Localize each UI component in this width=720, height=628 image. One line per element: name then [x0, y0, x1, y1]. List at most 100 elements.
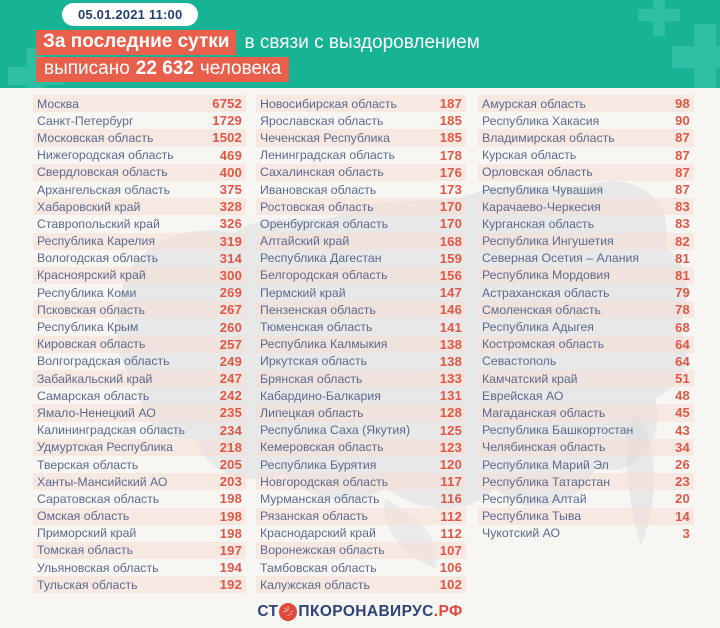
line2-prefix: выписано: [44, 58, 130, 79]
region-row: Московская область 1502: [33, 129, 246, 147]
region-row: Чукотский АО 3: [478, 525, 694, 542]
region-row: Вологодская область 314: [33, 250, 246, 267]
region-row: Краснодарский край 112: [256, 525, 466, 542]
region-row: Ленинградская область 178: [256, 147, 466, 164]
region-name: Забайкальский край: [37, 371, 153, 386]
region-name: Белгородская область: [260, 268, 388, 283]
region-value: 43: [675, 422, 690, 438]
region-value: 159: [439, 250, 462, 266]
region-row: Приморский край 198: [33, 525, 246, 542]
region-value: 45: [675, 405, 690, 421]
region-value: 187: [439, 96, 462, 112]
region-row: Красноярский край 300: [33, 266, 246, 285]
region-value: 138: [439, 336, 462, 352]
region-name: Ленинградская область: [260, 148, 395, 163]
region-value: 78: [675, 302, 690, 318]
region-value: 81: [675, 267, 690, 283]
plus-icon: [638, 0, 680, 36]
region-value: 138: [439, 353, 462, 369]
region-row: Нижегородская область 469: [33, 147, 246, 164]
region-name: Московская область: [37, 130, 154, 145]
line2-suffix: человека: [199, 58, 282, 79]
headline-highlight: За последние сутки: [36, 30, 237, 55]
region-row: Еврейская АО 48: [478, 387, 694, 404]
region-name: Тамбовская область: [260, 560, 377, 575]
region-name: Республика Карелия: [37, 234, 156, 249]
region-name: Новосибирская область: [260, 96, 397, 111]
regions-list-area: Москва 6752 Санкт-Петербург 1729 Московская …: [0, 88, 720, 628]
stopcoronavirus-logo: СТ ✳ ПКОРОНАВИРУС .РФ: [257, 603, 462, 621]
region-value: 249: [219, 353, 242, 369]
region-value: 26: [675, 457, 690, 473]
region-value: 64: [675, 353, 690, 369]
region-row: Курганская область 83: [478, 215, 694, 232]
headline-line2: выписано 22 632 человека: [36, 57, 290, 82]
region-row: Республика Бурятия 120: [256, 456, 466, 473]
region-value: 326: [219, 216, 242, 232]
region-name: Иркутская область: [260, 354, 368, 369]
region-value: 48: [675, 388, 690, 404]
region-name: Хабаровский край: [37, 199, 141, 214]
logo-prefix: СТ: [257, 603, 279, 620]
region-value: 375: [219, 182, 242, 198]
region-name: Кабардино-Балкария: [260, 388, 381, 403]
region-row: Республика Хакасия 90: [478, 112, 694, 129]
region-name: Республика Татарстан: [482, 474, 611, 489]
region-value: 87: [675, 182, 690, 198]
region-row: Ивановская область 173: [256, 181, 466, 198]
region-name: Владимирская область: [482, 130, 615, 145]
region-row: Чеченская Республика 185: [256, 129, 466, 147]
region-row: Архангельская область 375: [33, 181, 246, 198]
region-row: Санкт-Петербург 1729: [33, 112, 246, 129]
region-value: 1502: [212, 130, 242, 146]
region-row: Ульяновская область 194: [33, 559, 246, 576]
region-name: Смоленская область: [482, 302, 601, 317]
region-row: Ставропольский край 326: [33, 215, 246, 232]
region-row: Республика Карелия 319: [33, 232, 246, 250]
region-row: Республика Тыва 14: [478, 507, 694, 525]
region-value: 6752: [212, 96, 242, 112]
region-name: Ульяновская область: [37, 560, 159, 575]
region-row: Омская область 198: [33, 507, 246, 525]
region-name: Камчатский край: [482, 371, 578, 386]
virus-no-icon: ✳: [279, 603, 298, 621]
region-name: Еврейская АО: [482, 388, 564, 403]
region-name: Волгоградская область: [37, 354, 170, 369]
region-row: Республика Марий Эл 26: [478, 456, 694, 473]
region-row: Хабаровский край 328: [33, 198, 246, 216]
region-name: Брянская область: [260, 371, 363, 386]
region-value: 102: [439, 577, 462, 593]
region-name: Республика Дагестан: [260, 251, 382, 266]
region-row: Челябинская область 34: [478, 438, 694, 456]
region-value: 328: [219, 199, 242, 215]
region-value: 218: [219, 439, 242, 455]
region-name: Ставропольский край: [37, 216, 160, 231]
region-value: 68: [675, 319, 690, 335]
region-value: 260: [219, 319, 242, 335]
region-value: 87: [675, 164, 690, 180]
region-row: Тюменская область 141: [256, 318, 466, 335]
region-name: Ростовская область: [260, 199, 374, 214]
region-row: Новосибирская область 187: [256, 95, 466, 113]
region-name: Северная Осетия – Алания: [482, 251, 640, 266]
region-value: 197: [219, 542, 242, 558]
region-row: Кабардино-Балкария 131: [256, 387, 466, 404]
region-value: 146: [439, 302, 462, 318]
region-value: 176: [439, 164, 462, 180]
region-value: 185: [439, 130, 462, 146]
region-row: Камчатский край 51: [478, 370, 694, 388]
region-row: Севастополь 64: [478, 353, 694, 370]
region-name: Кемеровская область: [260, 440, 384, 455]
region-value: 83: [675, 199, 690, 215]
region-row: Тверская область 205: [33, 456, 246, 473]
region-value: 168: [439, 233, 462, 249]
region-name: Магаданская область: [482, 405, 606, 420]
region-row: Республика Крым 260: [33, 318, 246, 335]
region-row: Алтайский край 168: [256, 232, 466, 250]
region-name: Кировская область: [37, 337, 146, 352]
region-name: Республика Ингушетия: [482, 234, 614, 249]
region-value: 242: [219, 388, 242, 404]
region-row: Удмуртская Республика 218: [33, 438, 246, 456]
region-value: 170: [439, 199, 462, 215]
region-name: Ямало-Ненецкий АО: [37, 405, 156, 420]
